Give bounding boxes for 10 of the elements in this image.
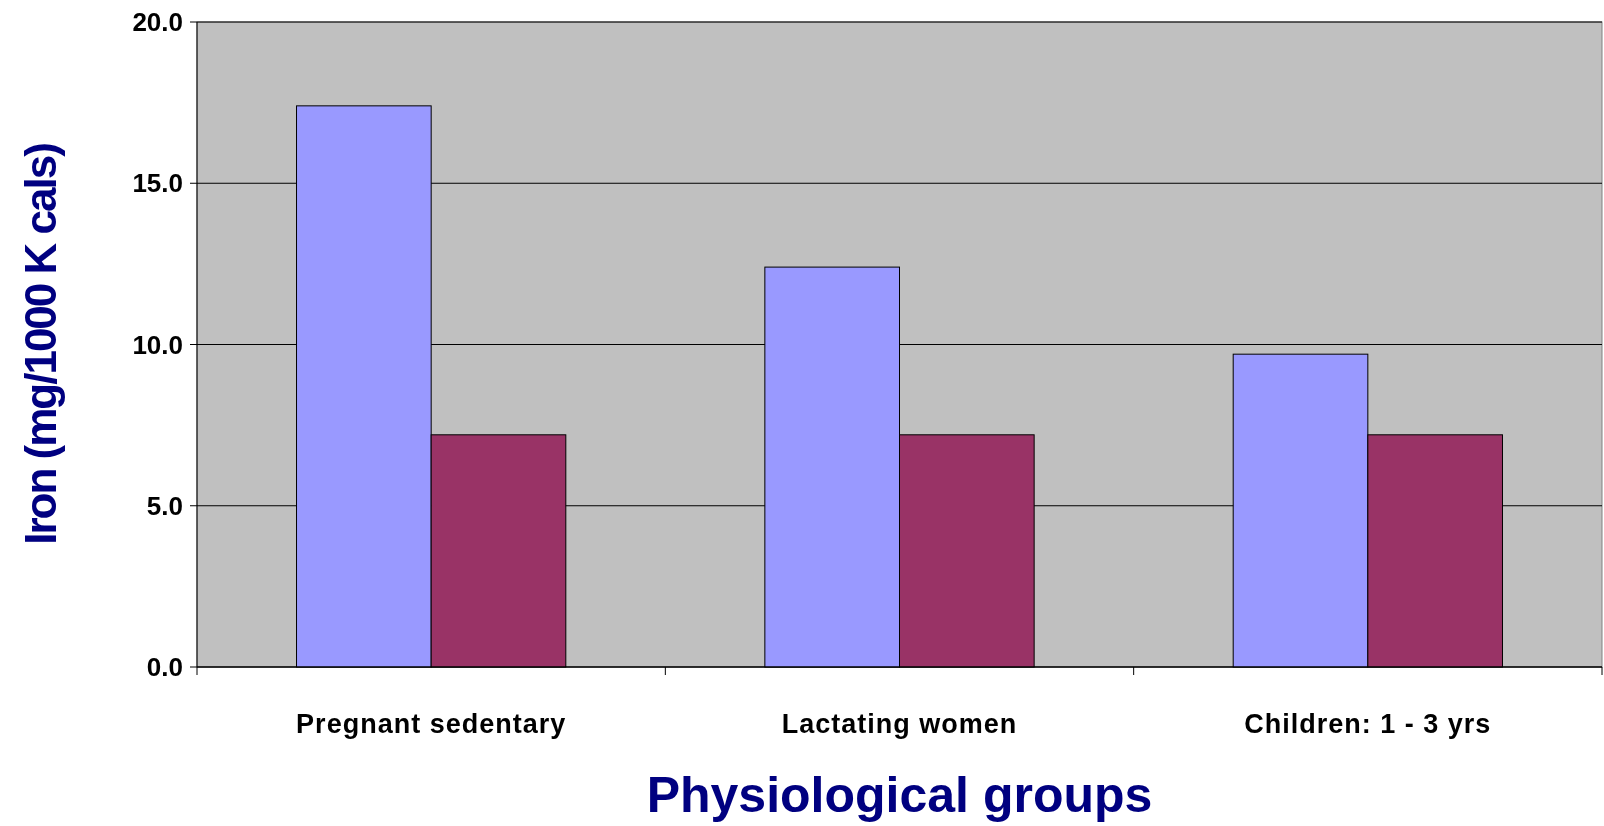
x-tick-label: Lactating women <box>781 709 1018 739</box>
y-tick-label: 0.0 <box>146 652 183 683</box>
x-axis-title: Physiological groups <box>646 767 1153 823</box>
y-tick-label: 10.0 <box>132 329 183 360</box>
x-tick-label: Children: 1 - 3 yrs <box>1244 709 1492 739</box>
y-tick-label: 15.0 <box>132 168 183 199</box>
y-axis-title: Iron (mg/1000 K cals) <box>16 143 65 545</box>
y-tick-label: 5.0 <box>146 490 183 521</box>
y-tick-label: 20.0 <box>132 7 183 38</box>
x-tick-label: Pregnant sedentary <box>296 709 567 739</box>
